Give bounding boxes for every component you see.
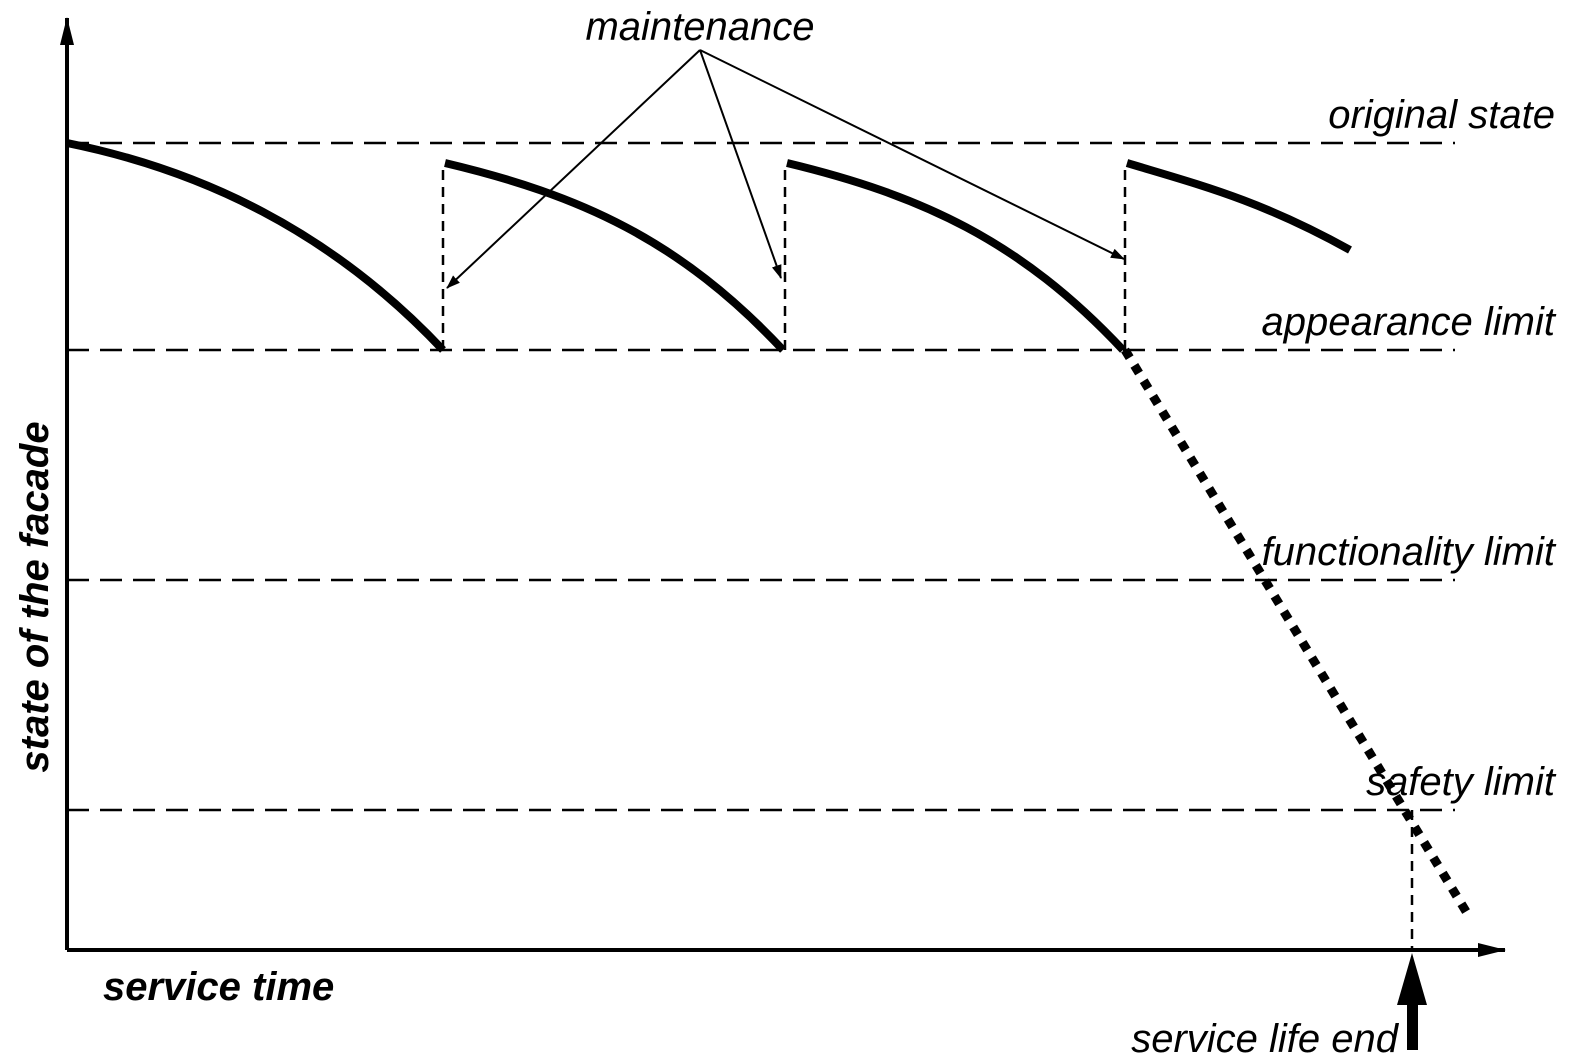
service-life-end-label: service life end xyxy=(1131,1017,1400,1061)
maintenance-arrows xyxy=(446,49,1125,289)
maintenance-jumps xyxy=(441,163,1414,950)
degradation-curves xyxy=(66,139,1352,353)
functionality-limit-label: functionality limit xyxy=(1262,530,1557,574)
axes xyxy=(60,17,1506,957)
maintenance-label: maintenance xyxy=(585,5,814,49)
projected-decline xyxy=(1121,347,1474,921)
safety-limit-label: safety limit xyxy=(1366,760,1557,804)
service-life-arrow xyxy=(1397,953,1427,1050)
x-axis-label: service time xyxy=(103,965,334,1009)
appearance-limit-label: appearance limit xyxy=(1262,300,1557,344)
original-state-label: original state xyxy=(1328,93,1555,137)
limit-lines xyxy=(67,141,1455,812)
y-axis-label: state of the facade xyxy=(13,421,57,772)
